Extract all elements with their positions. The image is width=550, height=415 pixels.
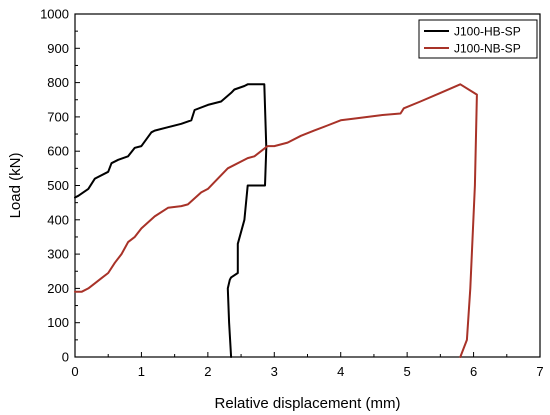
x-tick-label: 2 [204, 364, 211, 379]
y-tick-label: 1000 [40, 7, 69, 22]
plot-frame [74, 13, 541, 358]
y-tick-label: 400 [47, 212, 69, 227]
x-tick-label: 4 [337, 364, 344, 379]
x-axis: 0 1 2 3 4 5 6 7 [71, 352, 544, 379]
y-tick-label: 100 [47, 315, 69, 330]
y-tick-label: 900 [47, 41, 69, 56]
y-tick-label: 800 [47, 75, 69, 90]
y-tick-label: 300 [47, 247, 69, 262]
series-line-j100-nb-sp [74, 83, 478, 358]
legend-label-j100-nb-sp: J100-NB-SP [454, 42, 521, 56]
legend: J100-HB-SP J100-NB-SP [418, 19, 538, 59]
x-axis-label: Relative displacement (mm) [215, 395, 401, 412]
y-tick-label: 0 [62, 350, 69, 365]
y-tick-label: 600 [47, 144, 69, 159]
x-tick-label: 5 [404, 364, 411, 379]
x-tick-label: 3 [271, 364, 278, 379]
legend-label-j100-hb-sp: J100-HB-SP [454, 25, 521, 39]
legend-box [418, 19, 538, 59]
y-tick-label: 700 [47, 109, 69, 124]
x-tick-label: 7 [536, 364, 543, 379]
y-axis: 0 100 200 300 400 500 600 700 800 900 1000 [40, 7, 80, 365]
series-line-j100-hb-sp [74, 83, 268, 358]
x-tick-label: 1 [138, 364, 145, 379]
plot-area-border [74, 13, 541, 358]
x-tick-label: 0 [71, 364, 78, 379]
x-tick-label: 6 [470, 364, 477, 379]
y-axis-label: Load (kN) [7, 153, 24, 219]
y-tick-label: 200 [47, 281, 69, 296]
series-lines [74, 83, 478, 358]
y-tick-label: 500 [47, 178, 69, 193]
